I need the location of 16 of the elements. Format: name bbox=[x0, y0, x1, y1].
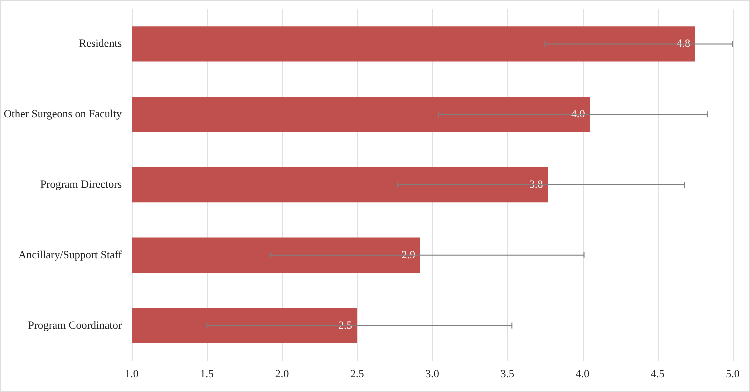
x-tick-label: 2.5 bbox=[350, 368, 365, 380]
y-tick-label: Residents bbox=[79, 38, 122, 50]
data-label: 2.5 bbox=[338, 320, 353, 332]
y-tick-label: Program Coordinator bbox=[28, 320, 122, 332]
x-tick-label: 2.0 bbox=[275, 368, 290, 380]
x-tick-label: 1.5 bbox=[200, 368, 215, 380]
y-tick-label: Program Directors bbox=[40, 179, 122, 191]
x-tick-label: 3.0 bbox=[426, 368, 440, 380]
x-tick-label: 3.5 bbox=[500, 368, 516, 380]
y-tick-label: Ancillary/Support Staff bbox=[18, 249, 122, 262]
x-tick-label: 5.0 bbox=[726, 368, 740, 380]
data-label: 4.0 bbox=[572, 108, 586, 121]
x-tick-label: 4.5 bbox=[651, 368, 666, 380]
x-tick-label: 1.0 bbox=[125, 368, 140, 380]
x-tick-label: 4.0 bbox=[576, 368, 590, 380]
y-tick-label: Other Surgeons on Faculty bbox=[4, 108, 123, 121]
